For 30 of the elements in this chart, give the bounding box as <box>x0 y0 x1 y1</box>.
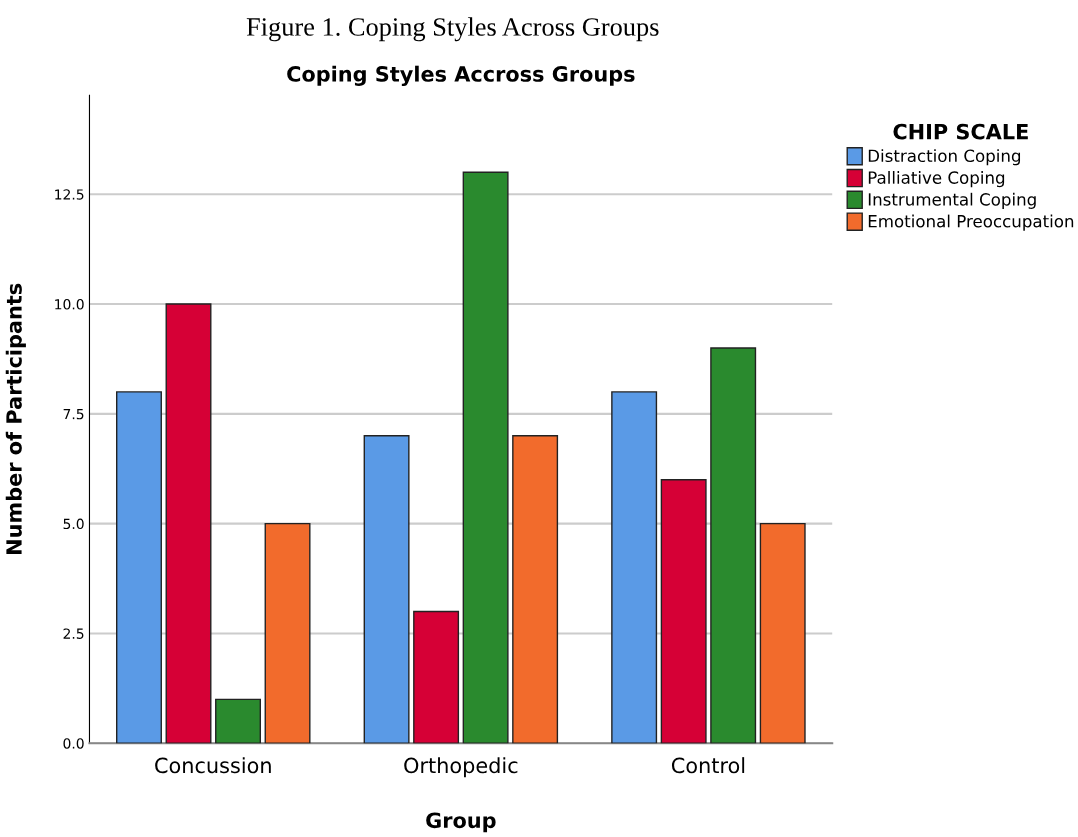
y-tick-label: 5.0 <box>63 518 84 530</box>
bar <box>462 171 509 744</box>
x-tick-label: Orthopedic <box>404 757 518 778</box>
bar <box>215 698 261 744</box>
x-tick-label: Concussion <box>155 757 271 774</box>
bar <box>116 391 162 744</box>
bar <box>710 347 757 744</box>
y-tick-label: 10.0 <box>55 299 84 310</box>
bar <box>413 610 460 744</box>
bar <box>611 391 658 744</box>
chart-title: Figure 1. Coping Styles Across Groups <box>246 17 659 42</box>
y-tick-label: 7.5 <box>63 409 84 420</box>
legend-title: CHIP SCALE <box>893 123 1028 140</box>
legend-label: Instrumental Coping <box>868 192 1036 209</box>
bar <box>759 522 806 744</box>
legend-label: Distraction Coping <box>868 149 1021 166</box>
x-tick-label: Control <box>671 757 745 774</box>
bar <box>363 435 410 744</box>
bar <box>512 435 559 744</box>
legend-label: Emotional Preoccupation <box>868 214 1074 231</box>
y-tick-label: 2.5 <box>63 628 84 639</box>
y-tick-label: 0.0 <box>63 738 84 749</box>
legend-label: Palliative Coping <box>868 171 1005 188</box>
chart-subtitle: Coping Styles Accross Groups <box>287 65 635 87</box>
x-axis-title: Group <box>426 812 496 833</box>
bar <box>264 522 311 744</box>
bar <box>660 479 707 744</box>
bar <box>165 303 212 744</box>
y-axis-title: Number of Participants <box>5 283 26 554</box>
y-tick-label: 12.5 <box>55 189 84 200</box>
